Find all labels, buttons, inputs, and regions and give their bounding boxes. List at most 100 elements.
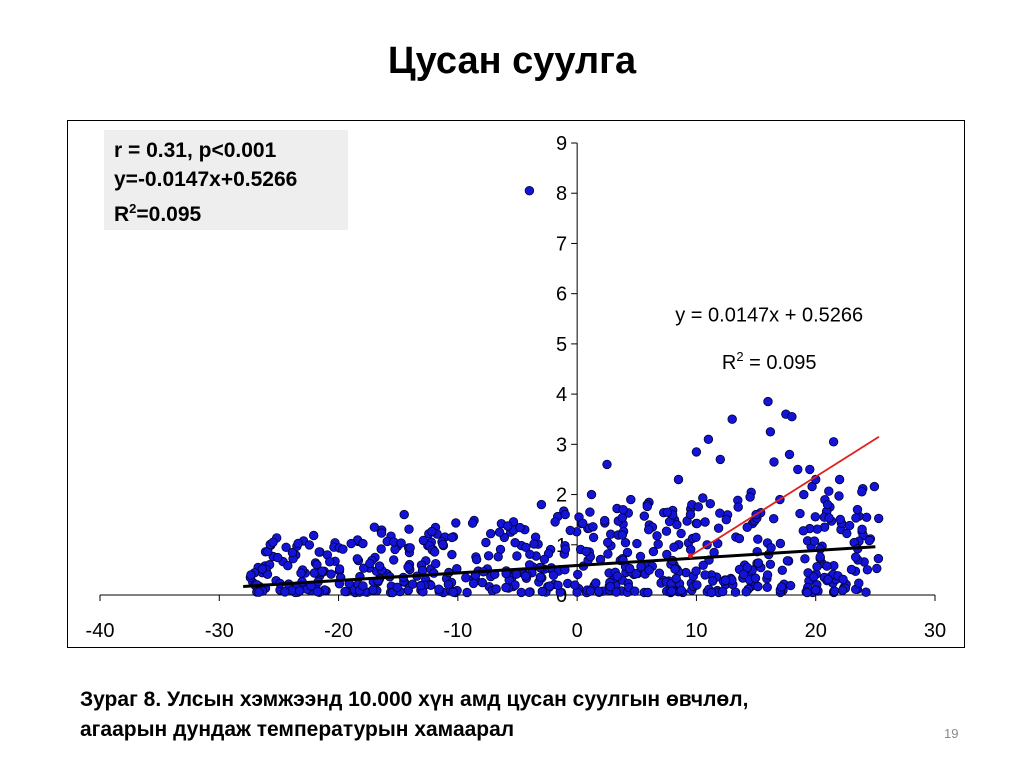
data-point xyxy=(605,582,616,592)
data-point xyxy=(670,564,680,574)
data-point xyxy=(734,533,745,544)
data-point xyxy=(304,540,315,550)
data-point xyxy=(635,551,646,562)
data-point xyxy=(766,543,776,553)
y-tick-label: 8 xyxy=(556,183,567,205)
data-point xyxy=(672,520,682,530)
data-point xyxy=(560,544,571,554)
data-point xyxy=(705,499,716,509)
trendline-red xyxy=(689,436,880,557)
data-point xyxy=(358,538,368,549)
data-point xyxy=(718,586,728,597)
data-point xyxy=(721,515,732,525)
data-point xyxy=(461,573,471,583)
data-point xyxy=(775,538,786,549)
trendline-red-start-marker xyxy=(687,553,693,559)
y-tick-label: 3 xyxy=(556,434,567,456)
caption-line-1: Зураг 8. Улсын хэмжээнд 10.000 хүн амд ц… xyxy=(80,688,749,711)
data-point xyxy=(692,580,702,590)
data-point xyxy=(643,587,653,598)
data-point xyxy=(823,574,833,585)
data-point xyxy=(521,542,531,553)
stats-equation: y=-0.0147x+0.5266 xyxy=(114,168,298,191)
data-point xyxy=(578,518,588,528)
page-number: 19 xyxy=(944,726,959,741)
data-point xyxy=(591,578,601,588)
data-point xyxy=(700,517,710,527)
data-point xyxy=(283,561,293,571)
data-point xyxy=(784,449,795,460)
data-point xyxy=(733,502,743,512)
data-point xyxy=(403,562,413,572)
data-point xyxy=(822,499,833,510)
stats-box: r = 0.31, p<0.001 y=-0.0147x+0.5266 R2=0… xyxy=(104,130,348,230)
data-point xyxy=(603,549,613,559)
data-point xyxy=(857,524,867,535)
data-point xyxy=(405,543,415,553)
data-point xyxy=(622,547,633,558)
data-point xyxy=(483,551,494,561)
data-point xyxy=(630,586,640,596)
data-point xyxy=(857,487,867,497)
data-point xyxy=(642,501,653,512)
data-point xyxy=(691,532,701,543)
data-point xyxy=(294,586,305,596)
data-point xyxy=(491,584,501,594)
data-point xyxy=(512,551,522,561)
data-point xyxy=(407,579,418,589)
data-point xyxy=(359,563,369,573)
data-point xyxy=(536,499,547,510)
data-point xyxy=(765,427,776,437)
x-tick-label: 0 xyxy=(572,620,583,642)
data-point xyxy=(713,523,724,533)
data-point xyxy=(586,489,597,500)
data-point xyxy=(861,587,871,597)
data-point xyxy=(626,494,636,505)
equation-r-value: = 0.095 xyxy=(744,352,817,374)
y-tick-label: 5 xyxy=(556,334,567,356)
slide-title: Цусан суулга xyxy=(387,40,637,82)
data-point xyxy=(835,514,846,525)
data-point xyxy=(869,481,880,492)
data-point xyxy=(317,566,327,576)
data-point xyxy=(468,578,479,589)
data-point xyxy=(448,587,458,597)
data-point xyxy=(769,514,779,524)
data-point xyxy=(838,574,848,585)
stats-r-value: =0.095 xyxy=(136,203,202,226)
trendlines-group xyxy=(243,436,880,588)
data-point xyxy=(434,584,444,594)
data-point xyxy=(368,585,378,595)
data-point xyxy=(358,581,368,591)
data-point xyxy=(652,531,662,541)
data-point xyxy=(535,572,546,582)
trendline-black xyxy=(243,545,876,588)
data-point xyxy=(539,554,550,565)
data-point xyxy=(698,560,708,571)
data-point xyxy=(326,569,336,579)
data-point xyxy=(762,570,773,580)
data-point xyxy=(815,552,825,562)
data-point xyxy=(745,492,755,502)
data-point xyxy=(793,464,803,475)
data-point xyxy=(617,530,628,540)
data-point xyxy=(467,518,478,528)
data-point xyxy=(862,565,873,575)
data-point xyxy=(548,570,559,581)
data-point xyxy=(511,569,522,579)
data-point xyxy=(787,412,797,422)
data-point xyxy=(795,508,805,519)
data-point xyxy=(352,554,363,564)
data-point xyxy=(550,517,560,527)
y-tick-label: 4 xyxy=(556,384,567,406)
y-tick-label: 7 xyxy=(556,233,567,255)
data-point xyxy=(631,569,641,579)
data-point xyxy=(537,586,548,597)
data-point xyxy=(654,568,665,578)
data-point xyxy=(776,582,787,592)
data-point xyxy=(451,518,461,528)
x-tick-label: 30 xyxy=(924,620,946,642)
data-point xyxy=(639,511,650,521)
data-point xyxy=(600,515,610,526)
data-point xyxy=(427,526,437,537)
